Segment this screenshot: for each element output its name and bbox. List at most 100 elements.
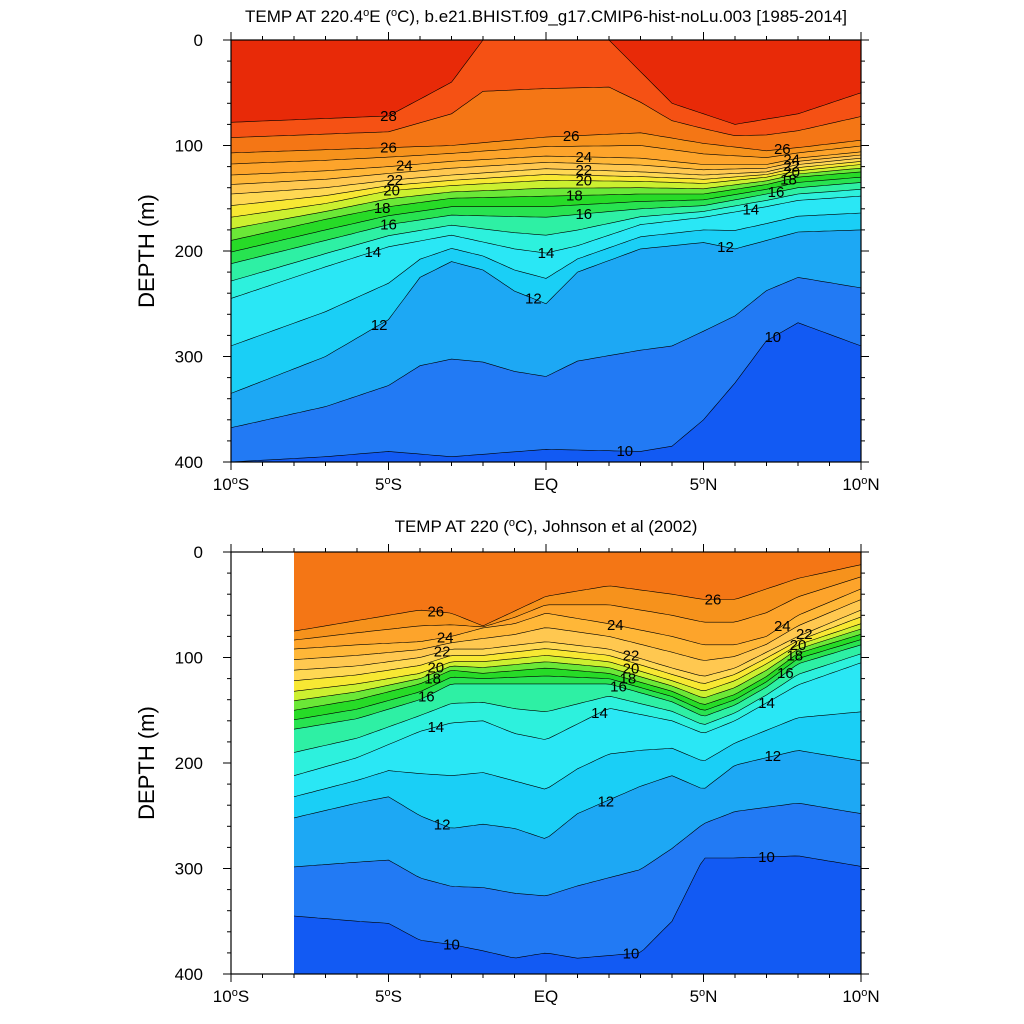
isotherm-line bbox=[231, 40, 861, 125]
isotherm-line bbox=[231, 182, 861, 264]
contour-label: 20 bbox=[427, 660, 444, 677]
isotherm-line bbox=[293, 588, 861, 650]
contour-label: 10 bbox=[764, 329, 781, 346]
y-tick-label: 200 bbox=[175, 754, 203, 773]
contour-label: 20 bbox=[790, 637, 807, 654]
isotherm-line bbox=[293, 616, 861, 684]
contour-label: 24 bbox=[774, 618, 791, 635]
contour-label: 26 bbox=[705, 592, 722, 609]
y-tick-label: 100 bbox=[175, 137, 203, 156]
contour-label: 18 bbox=[566, 188, 583, 205]
contour-label: 12 bbox=[434, 817, 451, 834]
contour-label: 16 bbox=[575, 206, 592, 223]
contour-label: 18 bbox=[374, 200, 391, 217]
contour-label: 26 bbox=[427, 604, 444, 621]
contour-plot-model bbox=[231, 40, 861, 462]
isotherm-line bbox=[231, 322, 861, 462]
contour-label: 14 bbox=[742, 201, 759, 218]
contour-label: 22 bbox=[575, 162, 592, 179]
x-tick-label: 5oS bbox=[375, 987, 402, 1006]
y-tick-label: 0 bbox=[194, 543, 203, 562]
isotherm-line bbox=[293, 639, 861, 720]
isotherm-line bbox=[293, 662, 861, 776]
isotherm-line bbox=[231, 277, 861, 428]
panel-model: TEMP AT 220.4oE (oC), b.e21.BHIST.f09_g1… bbox=[134, 7, 880, 494]
x-tick-label: 5oS bbox=[375, 475, 402, 494]
x-tick-label: 10oS bbox=[213, 475, 249, 494]
x-tick-label: EQ bbox=[534, 987, 559, 1006]
panel-observations: TEMP AT 220 (oC), Johnson et al (2002) D… bbox=[134, 517, 880, 1006]
contour-label: 20 bbox=[623, 660, 640, 677]
axis-ticks-model: 0 100 200 300 400 10oS 5oS EQ 5oN 10oN bbox=[175, 31, 880, 494]
panel-title: TEMP AT 220 (oC), Johnson et al (2002) bbox=[395, 517, 698, 536]
contour-label: 18 bbox=[786, 648, 803, 665]
contour-label: 24 bbox=[396, 157, 413, 174]
contour-label: 10 bbox=[758, 849, 775, 866]
contour-label: 16 bbox=[768, 184, 785, 201]
isotherm-line bbox=[231, 212, 861, 347]
isotherm-lines-model bbox=[231, 40, 861, 462]
y-tick-label: 0 bbox=[194, 31, 203, 50]
contour-label: 14 bbox=[364, 244, 381, 261]
contour-label: 26 bbox=[774, 141, 791, 158]
contour-label: 24 bbox=[437, 630, 454, 647]
contour-label: 22 bbox=[386, 172, 403, 189]
isotherm-line bbox=[231, 176, 861, 253]
isotherm-line bbox=[231, 151, 861, 176]
isotherm-line bbox=[293, 576, 861, 641]
isotherm-line bbox=[293, 634, 861, 711]
contour-label: 22 bbox=[783, 158, 800, 175]
isotherm-line bbox=[231, 132, 861, 154]
x-tick-label: 10oN bbox=[842, 987, 879, 1006]
contour-band bbox=[231, 40, 861, 125]
isotherm-line bbox=[293, 653, 861, 753]
y-tick-label: 400 bbox=[175, 453, 203, 472]
isotherm-line bbox=[231, 229, 861, 394]
contour-label: 24 bbox=[607, 617, 624, 634]
isotherm-line bbox=[293, 599, 861, 661]
contour-label: 20 bbox=[783, 164, 800, 181]
contour-label: 10 bbox=[616, 443, 633, 460]
x-tick-label: 5oN bbox=[690, 475, 718, 494]
contour-label: 12 bbox=[371, 317, 388, 334]
y-axis-label: DEPTH (m) bbox=[134, 194, 159, 308]
y-axis-label: DEPTH (m) bbox=[134, 706, 159, 820]
contour-label: 22 bbox=[796, 626, 813, 643]
y-tick-label: 400 bbox=[175, 965, 203, 984]
isotherm-line bbox=[231, 145, 861, 165]
isotherm-line bbox=[231, 167, 861, 230]
contour-label: 16 bbox=[380, 217, 397, 234]
isotherm-line bbox=[231, 86, 861, 138]
x-tick-label: 10oS bbox=[213, 987, 249, 1006]
isotherm-line bbox=[293, 564, 861, 632]
contour-label: 24 bbox=[575, 149, 592, 166]
isotherm-line bbox=[231, 189, 861, 282]
isotherm-line bbox=[293, 750, 861, 839]
y-tick-label: 100 bbox=[175, 649, 203, 668]
isotherm-line bbox=[231, 161, 861, 206]
panel-title: TEMP AT 220.4oE (oC), b.e21.BHIST.f09_g1… bbox=[245, 7, 847, 26]
contour-label: 12 bbox=[597, 793, 614, 810]
contour-label: 14 bbox=[538, 245, 555, 262]
isotherm-line bbox=[293, 803, 861, 897]
isotherm-line bbox=[293, 711, 861, 798]
contour-plot-observations bbox=[294, 552, 861, 974]
isotherm-line bbox=[293, 628, 861, 702]
contour-label: 12 bbox=[764, 748, 781, 765]
contour-label: 18 bbox=[780, 171, 797, 188]
isotherm-line bbox=[231, 154, 861, 185]
isotherm-line bbox=[231, 157, 861, 195]
contour-label: 26 bbox=[563, 128, 580, 145]
contour-label: 14 bbox=[758, 695, 775, 712]
isotherm-line bbox=[231, 171, 861, 241]
isotherm-line bbox=[231, 195, 861, 299]
y-tick-label: 300 bbox=[175, 348, 203, 367]
y-tick-label: 200 bbox=[175, 242, 203, 261]
contour-label: 16 bbox=[610, 679, 627, 696]
contour-label: 10 bbox=[623, 946, 640, 963]
contour-label: 14 bbox=[427, 719, 444, 736]
axis-ticks-observations: 0 100 200 300 400 10oS 5oS EQ 5oN 10oN bbox=[175, 543, 880, 1006]
contour-label: 26 bbox=[380, 140, 397, 157]
